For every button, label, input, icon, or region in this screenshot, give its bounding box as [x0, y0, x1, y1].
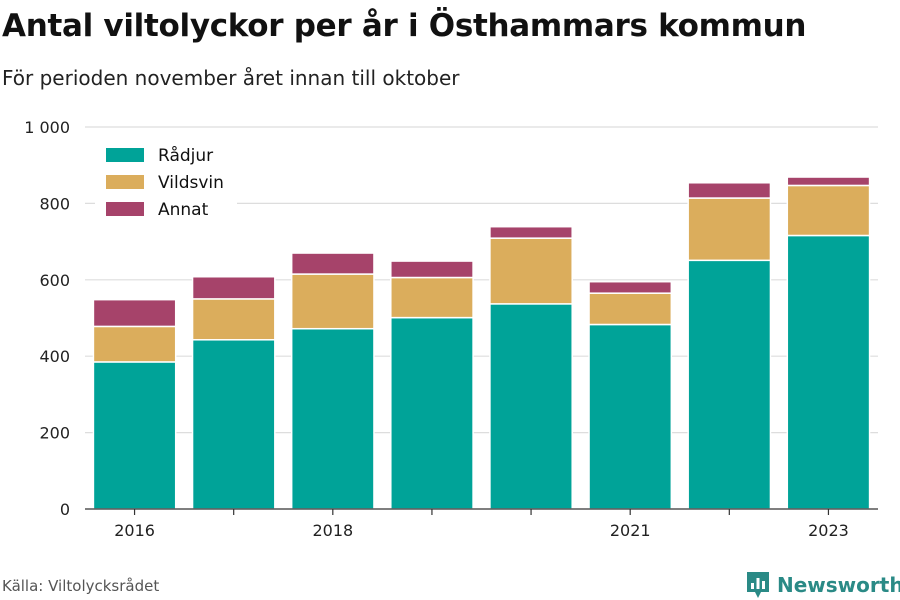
bar-segment [786, 176, 871, 187]
bar-segment [588, 292, 673, 326]
y-axis: 0 200 400 600 800 1 000 [24, 118, 70, 519]
x-tick-label: 2016 [114, 521, 155, 540]
bar-segment [687, 197, 772, 262]
legend-swatch [106, 202, 144, 216]
chart-subtitle: För perioden november året innan till ok… [2, 66, 460, 90]
x-axis: 2016 2018 2021 2023 [85, 508, 878, 540]
legend-label: Vildsvin [158, 173, 224, 193]
x-tick-label: 2021 [610, 521, 651, 540]
bar-segment [786, 234, 871, 510]
y-tick-label: 800 [39, 194, 70, 213]
bar-segment [92, 361, 177, 510]
bar-segment [687, 182, 772, 199]
brand-logo: Newsworthy [745, 570, 900, 600]
bar-segment [489, 225, 573, 239]
bar-segment [489, 303, 573, 510]
legend-label: Rådjur [158, 145, 213, 166]
bar-segment [191, 298, 276, 341]
brand-name: Newsworthy [777, 573, 900, 597]
bar-segment [489, 237, 573, 305]
bar-segment [191, 339, 276, 510]
bar-segment [92, 325, 177, 363]
bar-segment [687, 259, 772, 510]
y-tick-label: 1 000 [24, 118, 70, 137]
bar-chart-logo-icon [747, 572, 769, 598]
y-tick-label: 400 [39, 347, 70, 366]
bar-segment [390, 260, 474, 279]
stacked-bar-chart: 2016 2018 2021 2023 0 200 400 600 800 1 000 Rådj… [24, 118, 878, 540]
x-tick-label: 2023 [808, 521, 849, 540]
chart-title: Antal viltolyckor per år i Östhammars ko… [2, 8, 807, 44]
legend-label: Annat [158, 200, 209, 220]
bar-segment [290, 252, 375, 275]
y-tick-label: 0 [60, 500, 70, 519]
bar-segment [92, 298, 177, 328]
bar-segment [390, 276, 474, 319]
bars-layer [92, 176, 871, 510]
y-tick-label: 200 [39, 424, 70, 443]
legend: Rådjur Vildsvin Annat [95, 138, 237, 224]
y-tick-label: 600 [39, 271, 70, 290]
bar-segment [290, 327, 375, 510]
source-note: Källa: Viltolycksrådet [2, 577, 160, 595]
bar-segment [290, 273, 375, 330]
bar-segment [588, 323, 673, 510]
x-tick-label: 2018 [312, 521, 353, 540]
bar-segment [191, 275, 276, 300]
legend-swatch [106, 148, 144, 162]
legend-swatch [106, 175, 144, 189]
bar-segment [390, 316, 474, 510]
bar-segment [588, 280, 673, 294]
bar-segment [786, 184, 871, 237]
